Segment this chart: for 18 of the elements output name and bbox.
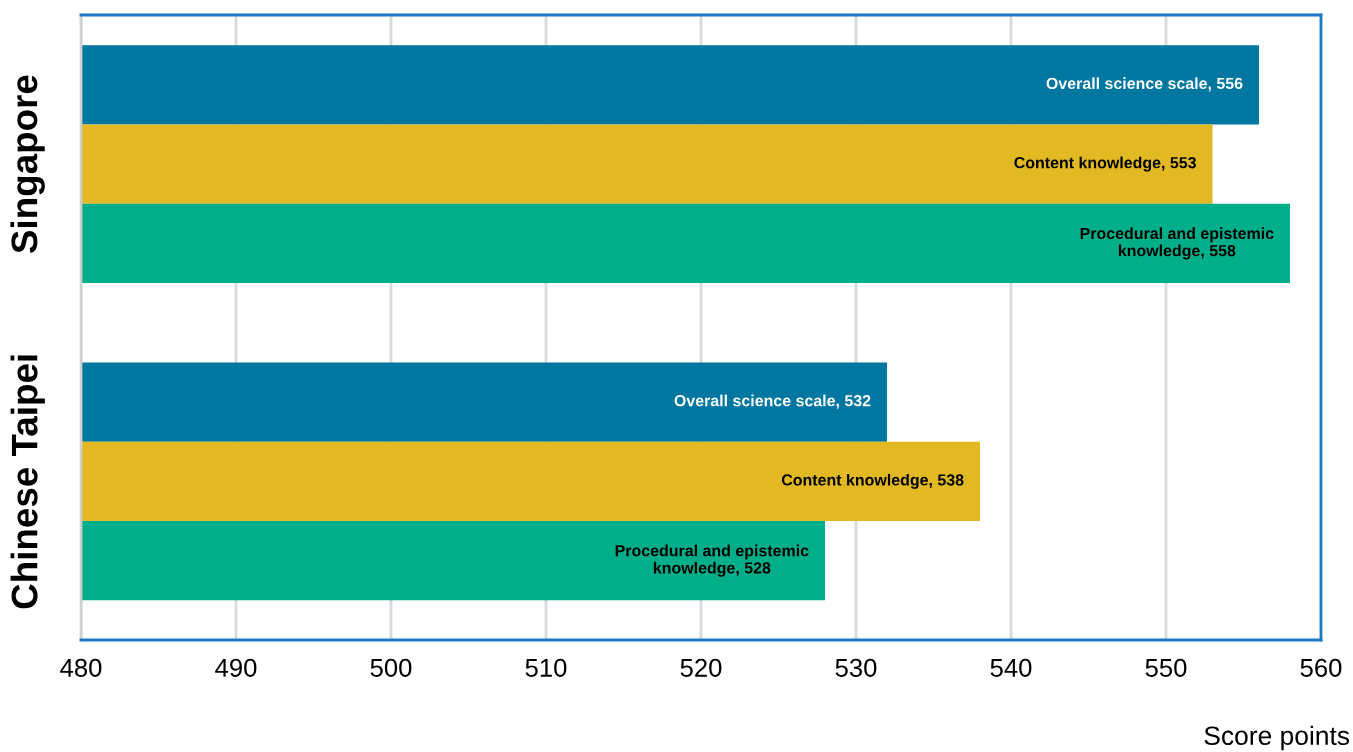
data-label: Overall science scale, 556 [1046, 77, 1243, 92]
data-label: Content knowledge, 538 [781, 473, 964, 489]
y-tick-label: Singapore [10, 75, 45, 254]
x-tick-label: 520 [680, 658, 722, 677]
x-axis-title: Score points [1204, 725, 1350, 751]
x-tick-label: 560 [1300, 658, 1342, 677]
x-tick-label: 480 [60, 658, 102, 677]
data-label: Overall science scale, 532 [674, 394, 871, 409]
x-tick-label: 530 [835, 658, 877, 677]
x-tick-label: 510 [525, 658, 567, 677]
y-tick-label: Chinese Taipei [10, 355, 45, 609]
data-label: Content knowledge, 553 [1014, 156, 1196, 172]
x-tick-label: 540 [990, 658, 1032, 677]
x-tick-label: 550 [1145, 658, 1187, 677]
data-label: Procedural and epistemic knowledge, 558 [1080, 227, 1274, 260]
x-tick-label: 500 [370, 658, 412, 677]
data-label: Procedural and epistemic knowledge, 528 [615, 544, 809, 577]
x-tick-label: 490 [215, 658, 257, 677]
